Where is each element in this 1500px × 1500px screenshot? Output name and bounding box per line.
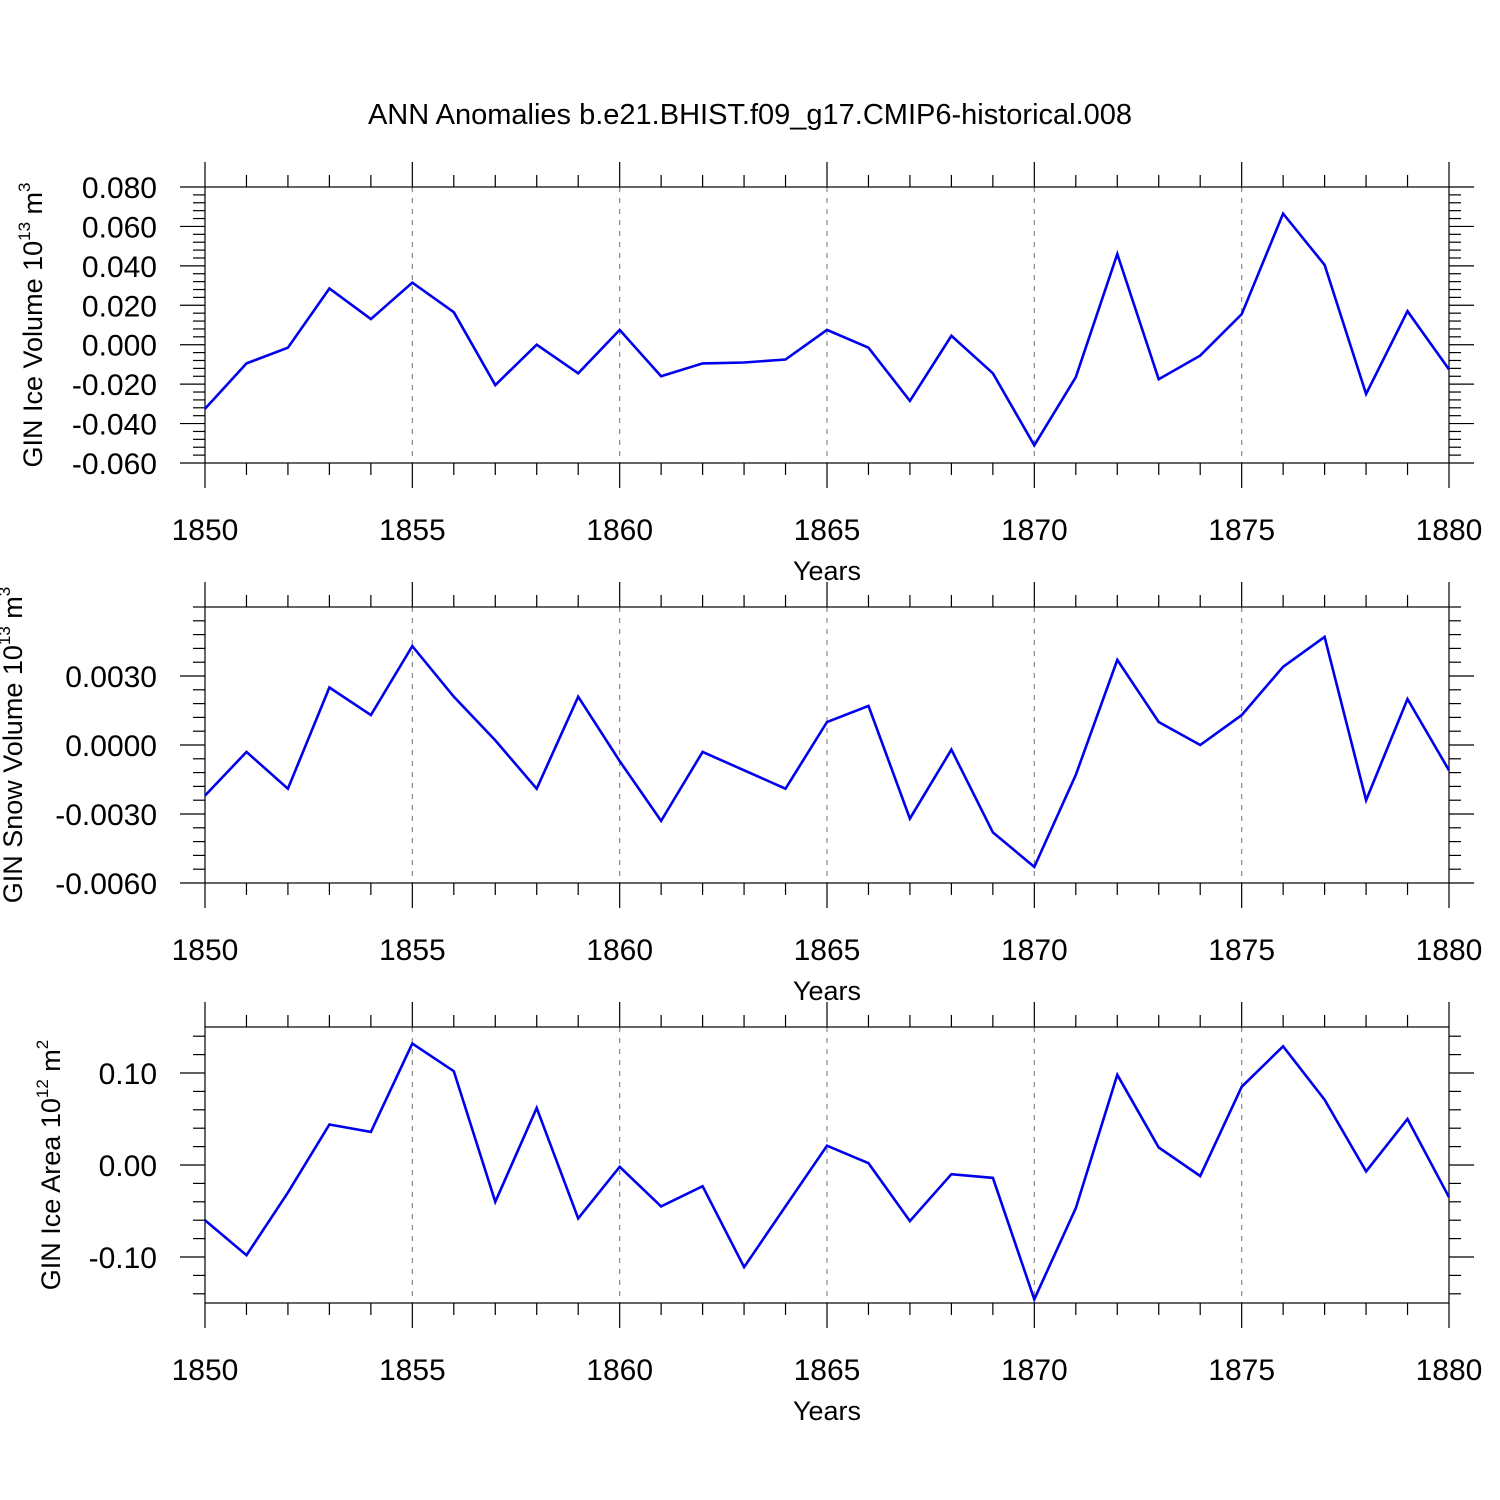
x-tick-label-ice-area: 1860: [586, 1354, 653, 1387]
y-tick-label-ice-volume: -0.020: [72, 369, 157, 402]
y-tick-label-ice-area: 0.10: [99, 1058, 157, 1091]
xlabel-snow-volume: Years: [793, 976, 861, 1006]
series-line-ice-area: [204, 1041, 1451, 1303]
x-tick-label-ice-volume: 1850: [172, 514, 239, 547]
x-tick-label-ice-volume: 1875: [1208, 514, 1275, 547]
ylabel-ice-volume: GIN Ice Volume 1013 m3: [15, 182, 48, 467]
x-tick-label-snow-volume: 1880: [1416, 934, 1483, 967]
series-line-snow-volume: [204, 634, 1451, 869]
x-tick-label-snow-volume: 1850: [172, 934, 239, 967]
y-tick-label-snow-volume: -0.0030: [55, 799, 157, 832]
x-tick-label-ice-area: 1850: [172, 1354, 239, 1387]
x-tick-label-ice-volume: 1880: [1416, 514, 1483, 547]
x-tick-label-snow-volume: 1875: [1208, 934, 1275, 967]
y-tick-label-ice-volume: 0.000: [82, 330, 157, 363]
y-tick-label-ice-volume: -0.040: [72, 409, 157, 442]
x-tick-label-ice-area: 1865: [794, 1354, 861, 1387]
panel-snow-volume: GIN Snow Volume 1013 m3 Years 0.0030 0.00…: [0, 582, 1482, 1006]
x-tick-label-ice-area: 1870: [1001, 1354, 1068, 1387]
x-tick-label-snow-volume: 1855: [379, 934, 446, 967]
y-tick-label-ice-volume: 0.060: [82, 211, 157, 244]
series-line-ice-volume: [204, 211, 1451, 448]
ylabel-ice-area: GIN Ice Area 1012 m2: [33, 1040, 66, 1291]
x-tick-label-ice-volume: 1870: [1001, 514, 1068, 547]
xlabel-ice-area: Years: [793, 1396, 861, 1426]
figure-title: ANN Anomalies b.e21.BHIST.f09_g17.CMIP6-…: [368, 99, 1132, 131]
panel-ice-volume: GIN Ice Volume 1013 m3 Years 0.080 0.060 0…: [15, 162, 1482, 586]
xlabel-ice-volume: Years: [793, 556, 861, 586]
x-tick-label-ice-volume: 1860: [586, 514, 653, 547]
x-tick-label-ice-area: 1875: [1208, 1354, 1275, 1387]
y-tick-label-snow-volume: 0.0000: [65, 730, 157, 763]
x-tick-label-ice-area: 1880: [1416, 1354, 1483, 1387]
y-tick-label-ice-volume: 0.040: [82, 251, 157, 284]
y-tick-label-ice-volume: 0.080: [82, 172, 157, 205]
y-tick-label-snow-volume: 0.0030: [65, 661, 157, 694]
x-tick-label-ice-area: 1855: [379, 1354, 446, 1387]
panel-ice-area: GIN Ice Area 1012 m2 Years 0.10 0.00 -0.10…: [33, 1002, 1482, 1426]
ylabel-snow-volume: GIN Snow Volume 1013 m3: [0, 587, 28, 904]
y-tick-label-ice-volume: -0.060: [72, 448, 157, 481]
y-tick-label-ice-area: -0.10: [89, 1242, 157, 1275]
x-tick-label-snow-volume: 1865: [794, 934, 861, 967]
x-tick-label-snow-volume: 1860: [586, 934, 653, 967]
y-tick-label-ice-volume: 0.020: [82, 290, 157, 323]
y-tick-label-ice-area: 0.00: [99, 1150, 157, 1183]
x-tick-label-snow-volume: 1870: [1001, 934, 1068, 967]
y-tick-label-snow-volume: -0.0060: [55, 868, 157, 901]
x-tick-label-ice-volume: 1855: [379, 514, 446, 547]
x-tick-label-ice-volume: 1865: [794, 514, 861, 547]
